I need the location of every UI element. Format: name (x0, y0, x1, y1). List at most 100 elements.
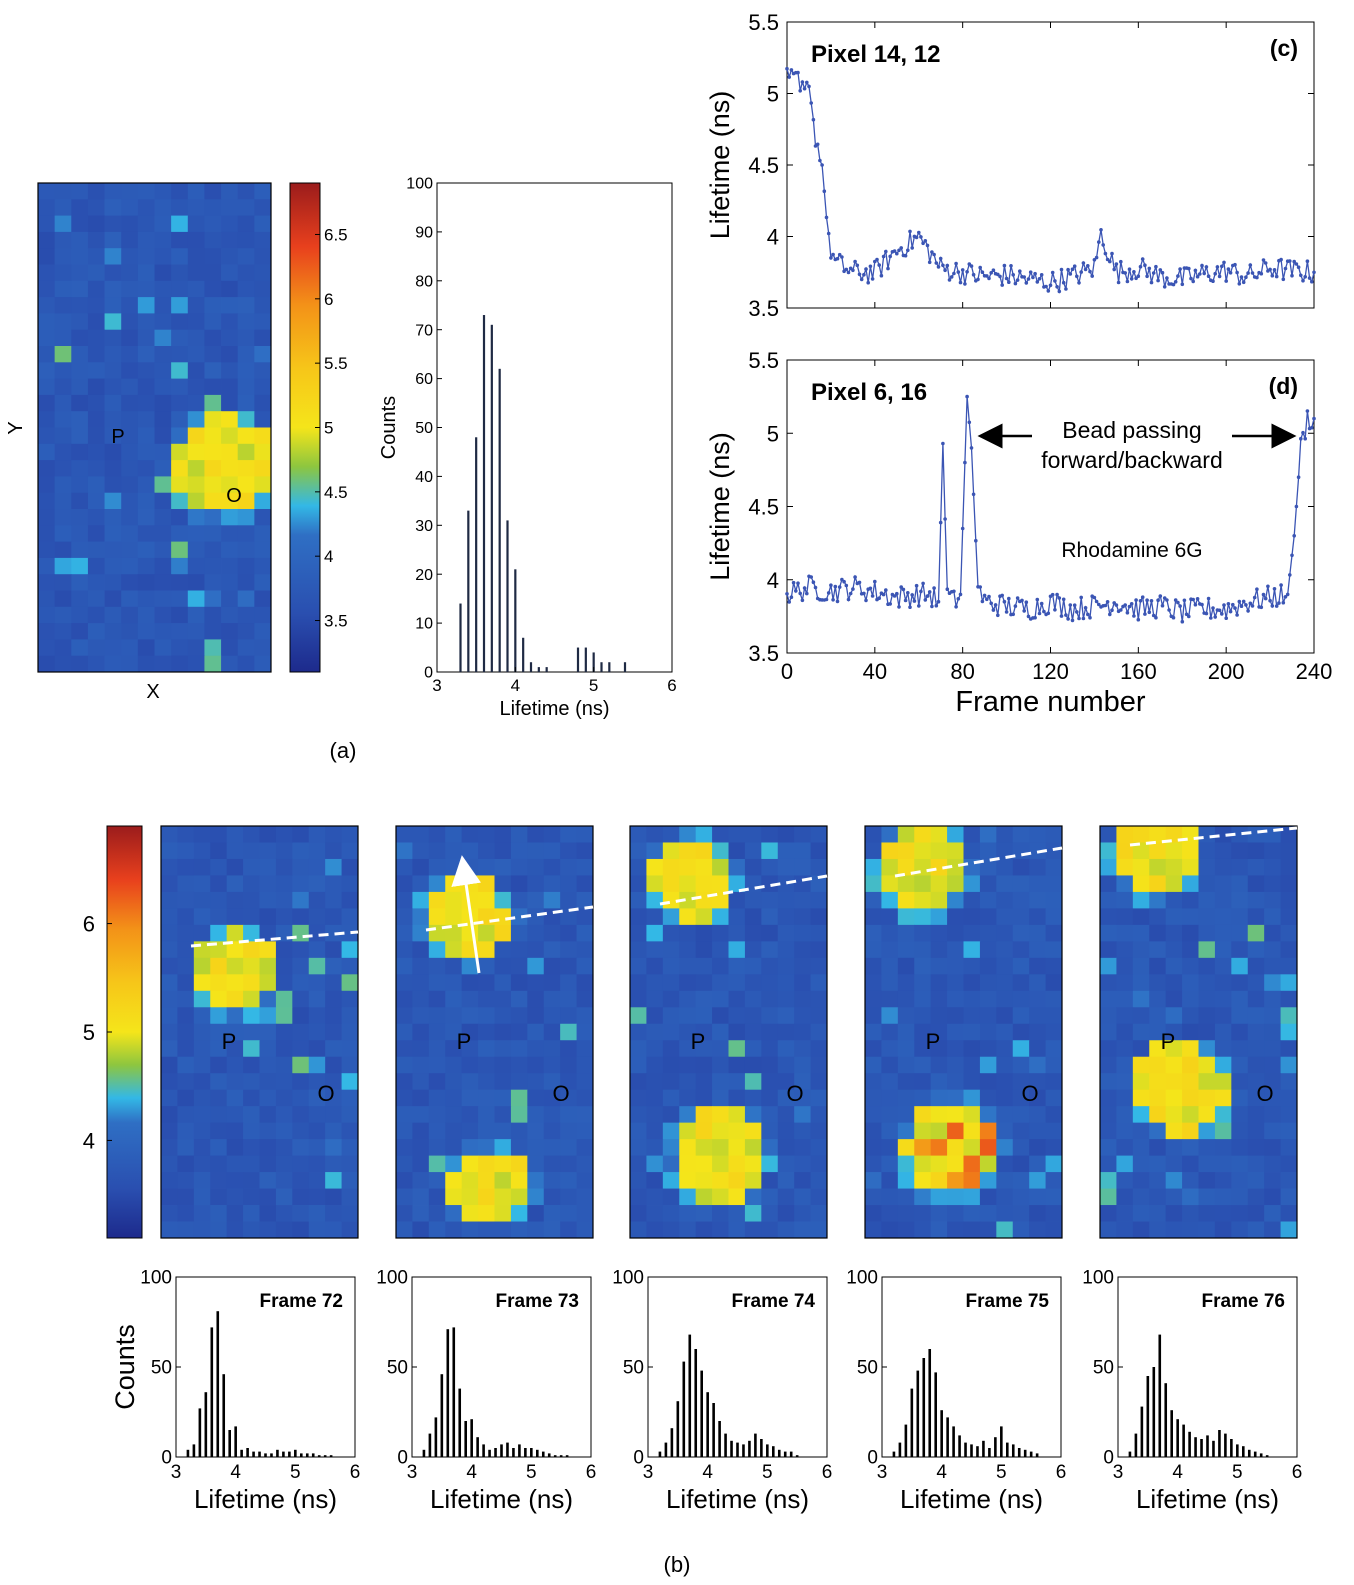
map-a-pixel (204, 606, 222, 624)
map-a-pixel (154, 443, 172, 461)
frame-map-pixel (1149, 957, 1167, 975)
hist-b-ytick-label: 0 (397, 1448, 408, 1469)
frame-map-pixel (630, 1221, 647, 1239)
map-a-pixel (187, 248, 205, 265)
frame-map-pixel (510, 990, 528, 1008)
frame-map-pixel (1012, 1172, 1030, 1189)
frame-map-pixel (478, 1139, 495, 1156)
map-a-pixel (54, 313, 72, 331)
map-a-pixel (54, 639, 72, 657)
frame-map-pixel (1132, 1089, 1150, 1107)
frame-map-pixel (1165, 957, 1183, 975)
frame-map-pixel (777, 1007, 795, 1025)
trace-point (1033, 615, 1037, 620)
map-a-pixel (71, 639, 89, 657)
trace-point (1134, 598, 1138, 602)
frame-map-pixel (761, 1089, 779, 1107)
map-a-pixel (237, 264, 255, 282)
frame-map-pixel (679, 1205, 697, 1222)
frame-map-pixel (728, 1221, 746, 1239)
map-a-pixel (54, 460, 72, 477)
map-a-pixel (204, 183, 222, 200)
frame-map-pixel (914, 974, 932, 992)
frame-map-pixel (1165, 891, 1183, 909)
trace-point (1149, 599, 1154, 603)
bead-front-line (659, 874, 828, 906)
frame-map-pixel (560, 891, 577, 909)
map-a-pixel (121, 183, 139, 200)
frame-map-pixel (947, 1023, 964, 1041)
frame-map-pixel (576, 1172, 594, 1189)
frame-map-pixel (308, 1056, 326, 1074)
map-a-pixel (54, 362, 72, 379)
frame-map-pixel (1116, 1122, 1134, 1140)
frame-map-pixel (560, 990, 577, 1008)
frame-map-pixel (259, 858, 277, 876)
frame-map-pixel (1165, 1056, 1183, 1074)
trace-point (1064, 613, 1068, 617)
frame-map-pixel (881, 1221, 899, 1239)
frame-map-pixel (210, 1205, 228, 1222)
frame-map-pixel (963, 1007, 981, 1025)
frame-map-pixel (777, 891, 795, 909)
frame-map-pixel (560, 924, 577, 942)
frame-map-pixel (494, 957, 512, 975)
map-a-pixel (104, 280, 122, 298)
frame-map-pixel (292, 957, 310, 975)
trace-point (1013, 604, 1018, 608)
frame-map-pixel (1012, 875, 1030, 893)
trace-point (1213, 271, 1217, 276)
frame-map-pixel (243, 1122, 260, 1140)
trace-point (1235, 270, 1239, 275)
trace-point (1204, 265, 1209, 269)
frame-map-pixel (412, 908, 430, 926)
map-a-pixel (221, 231, 239, 249)
trace-point (958, 592, 963, 597)
frame-map-pixel (325, 941, 342, 959)
map-a-pixel (54, 541, 72, 559)
map-a-pixel (154, 525, 172, 542)
map-a-pixel (154, 362, 172, 379)
frame-map-pixel (1231, 875, 1249, 893)
trace-point (1250, 271, 1255, 275)
frame-map-pixel (1264, 908, 1281, 926)
frame-map-pixel (865, 826, 882, 843)
hist-b-bar (264, 1453, 267, 1457)
frame-map-pixel (341, 875, 359, 893)
frame-map-pixel (996, 1205, 1014, 1222)
frame-map-pixel (243, 858, 260, 876)
frame-map-pixel (1149, 941, 1167, 959)
frame-map-pixel (494, 1188, 512, 1206)
frame-map-pixel (712, 1188, 729, 1206)
frame-map-pixel (243, 1106, 260, 1124)
frame-map-pixel (1132, 1122, 1150, 1140)
trace-point (1288, 259, 1292, 263)
trace-point (1277, 601, 1281, 605)
map-a-pixel (54, 476, 72, 494)
frame-map-pixel (560, 908, 577, 926)
frame-map-pixel (396, 1007, 413, 1025)
frame-map-pixel (630, 1139, 647, 1156)
frame-map-pixel (576, 1139, 594, 1156)
frame-map-pixel (1165, 1205, 1183, 1222)
frame-map-pixel (810, 891, 828, 909)
frame-map-pixel (527, 858, 545, 876)
frame-map-pixel (445, 891, 463, 909)
frame-map-pixel (1116, 1155, 1134, 1173)
hist-b-bar (512, 1448, 515, 1457)
frame-map-pixel (259, 908, 277, 926)
frame-map-pixel (695, 1188, 713, 1206)
frame-map-pixel (161, 1073, 178, 1091)
frame-map-pixel (761, 908, 779, 926)
hist-b-xtick-label: 5 (762, 1462, 773, 1483)
frame-map-pixel (510, 974, 528, 992)
frame-map-pixel (1116, 1040, 1134, 1058)
map-a-pixel (104, 378, 122, 396)
frame-map-pixel (494, 875, 512, 893)
frame-map-pixel (1264, 875, 1281, 893)
hist-b-bar (1200, 1439, 1203, 1457)
frame-map-pixel (712, 924, 729, 942)
trace-point (1279, 257, 1283, 262)
frame-map-pixel (695, 826, 713, 843)
map-a-pixel (38, 492, 56, 510)
